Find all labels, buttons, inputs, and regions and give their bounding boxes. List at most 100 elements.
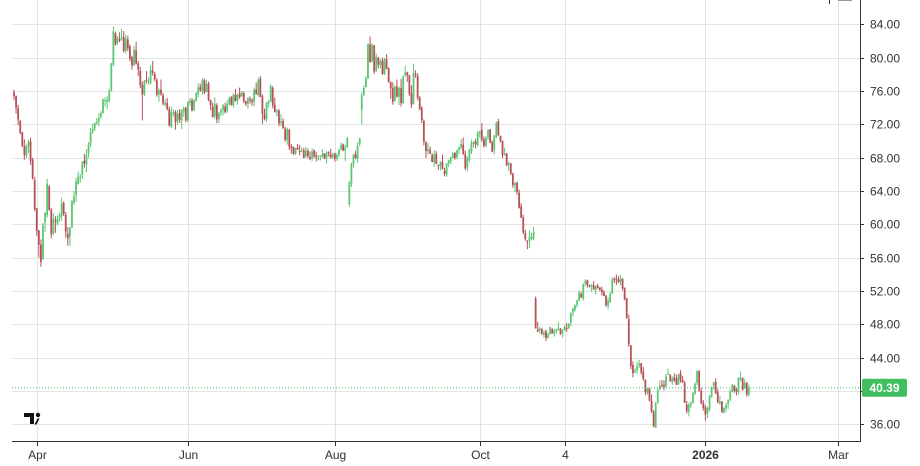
- candle: [532, 227, 535, 241]
- candle-body: [263, 114, 266, 119]
- candle-body: [340, 145, 342, 150]
- candle: [404, 66, 407, 77]
- candle: [371, 43, 374, 62]
- candle: [263, 108, 266, 121]
- candle: [178, 109, 181, 123]
- candle: [489, 129, 491, 143]
- candle-body: [122, 37, 125, 52]
- candle-body: [311, 151, 313, 159]
- candle: [422, 119, 425, 146]
- candle: [296, 144, 299, 150]
- candle-body: [422, 121, 425, 142]
- candle-body: [503, 153, 506, 155]
- candle-body: [538, 328, 541, 331]
- candle-body: [433, 154, 436, 163]
- candle: [538, 327, 541, 334]
- candle: [147, 77, 150, 85]
- candle-body: [640, 363, 643, 373]
- candle-body: [578, 292, 581, 301]
- candle-body: [665, 376, 667, 386]
- candle-body: [195, 93, 198, 101]
- candle-body: [511, 173, 514, 185]
- candle-body: [52, 219, 55, 234]
- candle: [112, 26, 115, 67]
- candle-body: [729, 391, 732, 400]
- candle-body: [48, 186, 51, 210]
- candle-body: [667, 373, 670, 375]
- candle-body: [27, 141, 30, 147]
- y-tick-label: 72.00: [870, 118, 900, 132]
- x-tick-label: Aug: [325, 448, 346, 462]
- candle-body: [663, 384, 665, 387]
- candle-body: [151, 70, 154, 73]
- candle-body: [671, 377, 674, 382]
- candle-body: [139, 70, 142, 86]
- candle: [642, 367, 645, 381]
- candle-body: [661, 384, 663, 386]
- tradingview-logo-icon: [24, 412, 41, 425]
- candle-body: [100, 112, 102, 117]
- candle: [445, 163, 448, 177]
- candle: [656, 388, 659, 404]
- candle-body: [199, 86, 202, 91]
- candle: [679, 370, 682, 383]
- candle: [280, 114, 282, 126]
- candle: [565, 323, 568, 332]
- candle: [253, 87, 256, 107]
- candle: [77, 171, 80, 185]
- candle-body: [710, 386, 713, 398]
- candle: [340, 142, 342, 150]
- candle: [702, 400, 705, 411]
- candle-body: [416, 76, 419, 98]
- candle-body: [596, 285, 599, 289]
- candle: [398, 86, 400, 106]
- candle-body: [325, 152, 328, 159]
- candle: [741, 377, 744, 391]
- candle-body: [197, 87, 200, 95]
- candle-body: [71, 201, 73, 228]
- candle: [143, 80, 146, 97]
- candle-body: [443, 170, 446, 175]
- candle-body: [286, 128, 289, 141]
- candle-body: [166, 103, 169, 110]
- candle: [582, 283, 585, 301]
- candle: [627, 314, 630, 347]
- candle: [205, 80, 208, 93]
- candle: [557, 322, 560, 331]
- candle: [534, 296, 537, 329]
- candle-body: [625, 298, 628, 319]
- candle-body: [170, 112, 173, 128]
- candle: [563, 325, 566, 331]
- candle-body: [17, 108, 20, 120]
- candle-body: [288, 130, 291, 148]
- candle: [476, 131, 479, 147]
- candle-body: [224, 106, 227, 112]
- x-tick-label: Mar: [828, 448, 849, 462]
- candle-body: [648, 388, 651, 401]
- candle-body: [559, 328, 562, 334]
- candle-body: [309, 157, 311, 160]
- candle: [215, 103, 218, 124]
- candle: [93, 122, 96, 131]
- candle-body: [253, 89, 256, 102]
- candle: [675, 374, 678, 386]
- candle: [367, 43, 369, 80]
- candle: [226, 100, 229, 113]
- candle-body: [435, 153, 438, 164]
- candle: [549, 326, 552, 335]
- candle-body: [164, 102, 167, 105]
- candle: [625, 297, 628, 319]
- candle: [383, 58, 386, 76]
- candle-body: [514, 183, 516, 186]
- candle-body: [741, 377, 744, 390]
- candle: [511, 172, 514, 188]
- candle: [209, 99, 212, 111]
- candle: [151, 61, 154, 76]
- candle: [174, 110, 177, 130]
- candle: [406, 71, 409, 82]
- candle-body: [656, 390, 659, 404]
- candle: [15, 95, 17, 114]
- candle: [271, 86, 274, 109]
